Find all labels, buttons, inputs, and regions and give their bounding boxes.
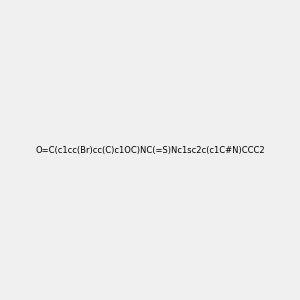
Text: O=C(c1cc(Br)cc(C)c1OC)NC(=S)Nc1sc2c(c1C#N)CCC2: O=C(c1cc(Br)cc(C)c1OC)NC(=S)Nc1sc2c(c1C#…: [35, 146, 265, 154]
